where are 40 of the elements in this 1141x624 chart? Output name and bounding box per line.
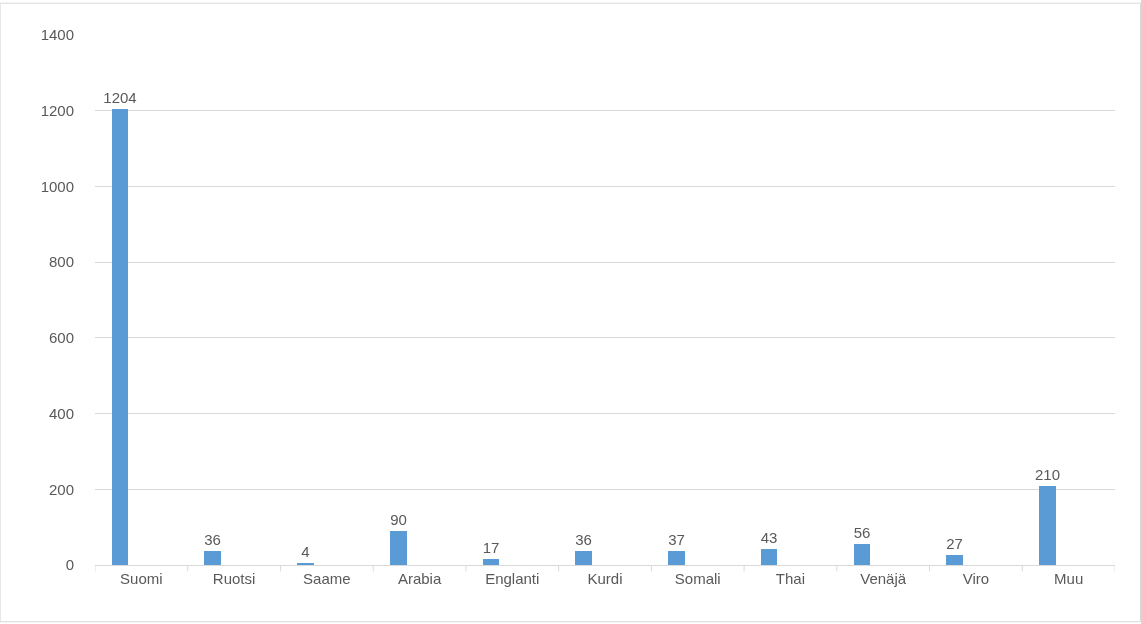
x-tick-label: Somali <box>674 570 721 587</box>
x-tick-label: Englanti <box>485 570 540 587</box>
bar <box>575 551 592 565</box>
y-tick-label: 600 <box>48 329 74 347</box>
x-tick-label: Kurdi <box>587 570 623 587</box>
bar <box>204 551 221 565</box>
x-tick-label: Muu <box>1054 570 1084 587</box>
data-label: 210 <box>1034 466 1061 483</box>
data-label: 4 <box>301 543 310 560</box>
x-tick-label: Suomi <box>120 570 163 587</box>
y-tick-label: 1400 <box>40 26 74 44</box>
bar <box>483 559 499 565</box>
x-tick-label: Venäjä <box>860 570 907 587</box>
bar <box>1039 486 1056 565</box>
data-label: 36 <box>204 531 221 548</box>
data-label: 27 <box>946 535 963 552</box>
y-tick-label: 200 <box>48 480 74 498</box>
bar <box>946 555 963 565</box>
data-label: 36 <box>575 531 592 548</box>
bar <box>761 549 777 565</box>
x-tick-label: Thai <box>775 570 806 587</box>
y-tick-label: 400 <box>48 404 74 422</box>
y-tick-label: 1200 <box>40 101 74 119</box>
bar <box>854 544 870 565</box>
data-label: 37 <box>668 531 685 548</box>
data-label: 43 <box>760 529 778 546</box>
x-tick-label: Arabia <box>397 570 442 587</box>
data-label: 56 <box>853 524 871 541</box>
bar <box>390 531 407 565</box>
x-tick-label: Viro <box>962 570 990 587</box>
y-tick-label: 1000 <box>40 177 74 195</box>
y-tick-label: 800 <box>48 253 74 271</box>
data-label: 90 <box>390 511 407 528</box>
data-label: 1204 <box>103 89 137 106</box>
y-tick-label: 0 <box>65 556 74 574</box>
x-tick-label: Saame <box>303 570 351 587</box>
x-tick-label: Ruotsi <box>212 570 256 587</box>
bar <box>112 109 128 565</box>
data-label: 17 <box>482 539 500 556</box>
bar <box>668 551 685 565</box>
